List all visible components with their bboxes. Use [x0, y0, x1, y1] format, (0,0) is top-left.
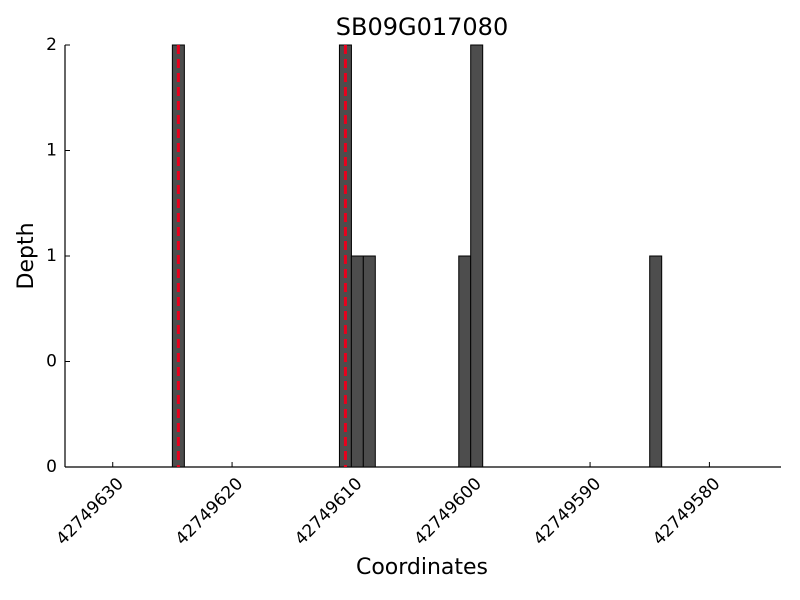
y-tick-label: 0: [46, 457, 57, 477]
bar: [470, 44, 484, 468]
bar: [458, 255, 472, 468]
x-tick-label: 42749620: [172, 474, 247, 549]
x-tick-label: 42749580: [649, 474, 724, 549]
y-tick-label: 2: [46, 35, 57, 55]
bar: [350, 255, 364, 468]
y-tick-label: 0: [46, 352, 57, 372]
y-tick-label: 1: [46, 246, 57, 266]
bar: [649, 255, 663, 468]
x-tick-label: 42749590: [530, 474, 605, 549]
x-tick-label: 42749610: [291, 474, 366, 549]
x-axis-label: Coordinates: [356, 555, 488, 580]
y-axis-label: Depth: [14, 222, 39, 289]
bar: [362, 255, 376, 468]
x-tick-label: 42749600: [410, 474, 485, 549]
x-tick-label: 42749630: [52, 474, 127, 549]
y-tick-label: 1: [46, 141, 57, 161]
chart-title: SB09G017080: [336, 13, 508, 41]
